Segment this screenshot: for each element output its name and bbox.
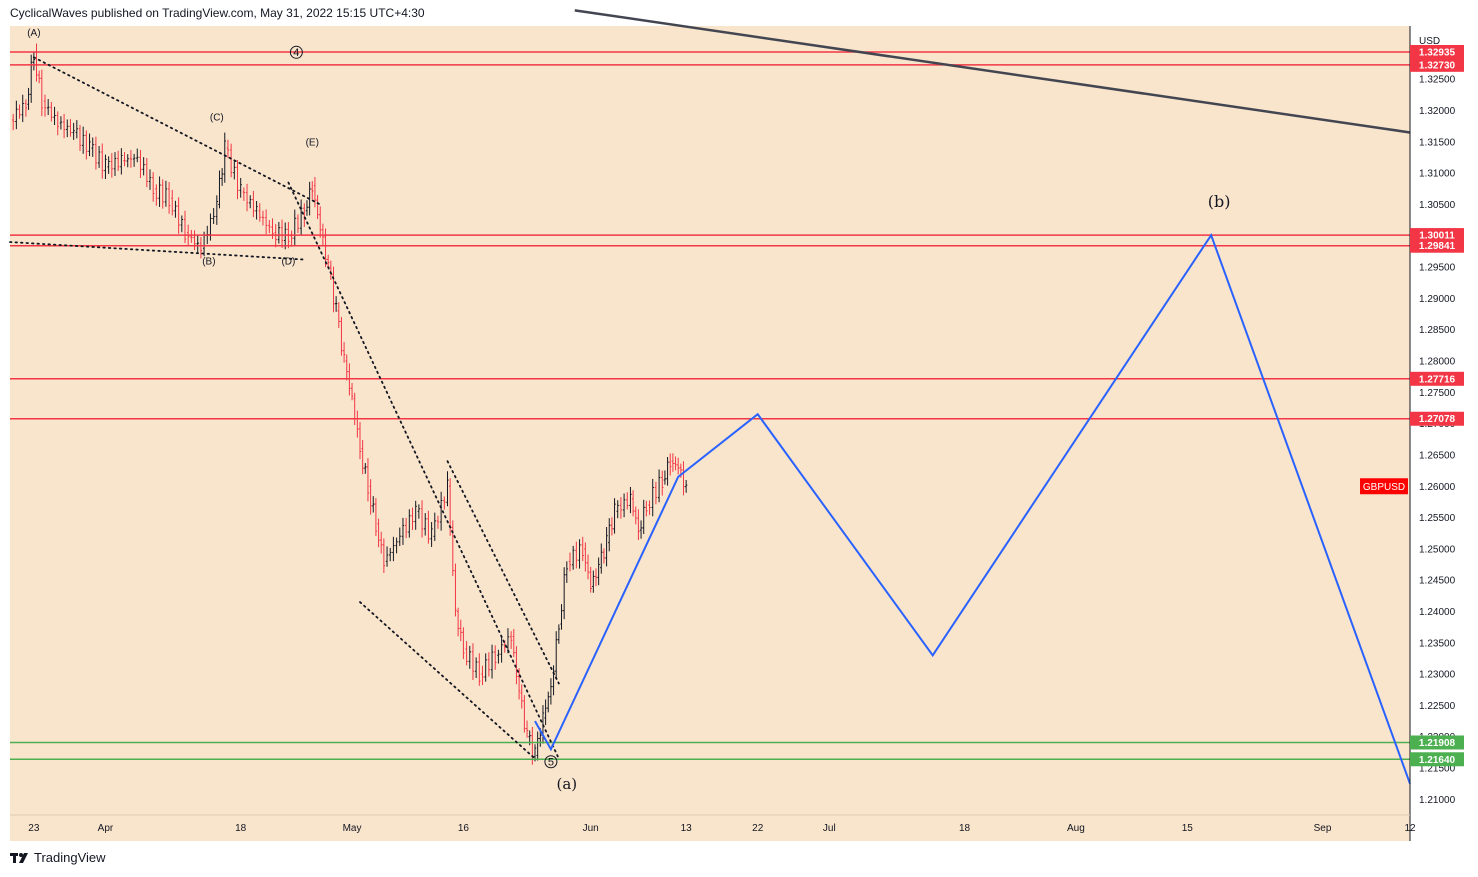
x-tick-label: 16 — [458, 823, 470, 834]
level-price-tag — [1410, 371, 1464, 386]
y-tick-label: 1.28000 — [1419, 357, 1456, 368]
level-price-tag-label: 1.30011 — [1419, 231, 1455, 242]
x-tick-label: 22 — [752, 823, 764, 834]
y-tick-label: 1.21000 — [1419, 795, 1456, 806]
wave-label: (E) — [306, 137, 319, 148]
x-tick-label: Aug — [1067, 823, 1085, 834]
wave-circle — [544, 755, 558, 769]
x-tick-label: Jun — [583, 823, 599, 834]
x-tick-label: 18 — [959, 823, 971, 834]
y-tick-label: 1.26000 — [1419, 482, 1456, 493]
y-tick-label: 1.25500 — [1419, 513, 1456, 524]
x-tick-label: Sep — [1314, 823, 1332, 834]
y-tick-label: 1.32500 — [1419, 75, 1456, 86]
y-tick-label: 1.26500 — [1419, 450, 1456, 461]
level-price-tag-label: 1.21908 — [1419, 738, 1456, 749]
x-tick-label: May — [343, 823, 362, 834]
level-price-tag — [1410, 752, 1464, 767]
wave-label: 4 — [293, 47, 299, 59]
y-tick-label: 1.31500 — [1419, 137, 1456, 148]
wave-label: (C) — [210, 112, 224, 123]
level-price-tag-label: 1.32935 — [1419, 47, 1456, 58]
level-price-tag-label: 1.32730 — [1419, 60, 1456, 71]
y-tick-label: 1.32000 — [1419, 106, 1456, 117]
level-price-tag-label: 1.27716 — [1419, 374, 1456, 385]
x-tick-label: 15 — [1182, 823, 1194, 834]
wave-label: 5 — [548, 757, 554, 769]
dotted-trendline — [287, 181, 560, 760]
wave-label: (b) — [1208, 192, 1231, 211]
wave-label: (a) — [556, 775, 577, 793]
currency-label: USD — [1419, 36, 1440, 47]
y-tick-label: 1.24500 — [1419, 576, 1456, 587]
symbol-tag — [1360, 478, 1408, 495]
y-tick-label: 1.21500 — [1419, 764, 1456, 775]
x-tick-label: 18 — [235, 823, 247, 834]
y-tick-label: 1.31000 — [1419, 169, 1456, 180]
y-tick-label: 1.23500 — [1419, 638, 1456, 649]
wave-circle — [289, 45, 303, 59]
publish-header: CyclicalWaves published on TradingView.c… — [10, 6, 425, 20]
wave-label: (B) — [202, 256, 215, 267]
y-tick-label: 1.22500 — [1419, 701, 1456, 712]
level-price-tag — [1410, 44, 1464, 59]
plot-background — [10, 26, 1410, 841]
level-price-tag-label: 1.21640 — [1419, 755, 1456, 766]
projection-path — [534, 232, 1411, 785]
wave-label: (D) — [281, 256, 295, 267]
dotted-trendline — [9, 241, 306, 261]
level-price-tag — [1410, 57, 1464, 72]
y-tick-label: 1.25000 — [1419, 544, 1456, 555]
level-price-tag-label: 1.27078 — [1419, 414, 1456, 425]
x-tick-label: Jul — [823, 823, 836, 834]
y-tick-label: 1.27500 — [1419, 388, 1456, 399]
symbol-tag-label: GBPUSD — [1363, 482, 1405, 493]
x-tick-label: 12 — [1404, 823, 1416, 834]
level-price-tag — [1410, 411, 1464, 426]
x-tick-label: Apr — [98, 823, 114, 834]
y-tick-label: 1.29000 — [1419, 294, 1456, 305]
descending-trendline — [574, 9, 1411, 134]
wave-label: (A) — [27, 28, 40, 39]
y-tick-label: 1.24000 — [1419, 607, 1456, 618]
y-tick-label: 1.28500 — [1419, 325, 1456, 336]
footer-brand[interactable]: TradingView — [10, 850, 106, 865]
y-tick-label: 1.29500 — [1419, 263, 1456, 274]
footer-brand-text: TradingView — [34, 850, 106, 865]
level-price-tag-label: 1.29841 — [1419, 241, 1456, 252]
level-price-tag — [1410, 228, 1464, 243]
tradingview-logo-icon — [10, 852, 28, 863]
level-price-tag — [1410, 735, 1464, 750]
x-tick-label: 23 — [28, 823, 40, 834]
dotted-trendline — [32, 56, 322, 206]
dotted-trendline — [359, 601, 536, 760]
y-tick-label: 1.30500 — [1419, 200, 1456, 211]
y-tick-label: 1.23000 — [1419, 670, 1456, 681]
x-tick-label: 13 — [681, 823, 693, 834]
level-price-tag — [1410, 238, 1464, 253]
